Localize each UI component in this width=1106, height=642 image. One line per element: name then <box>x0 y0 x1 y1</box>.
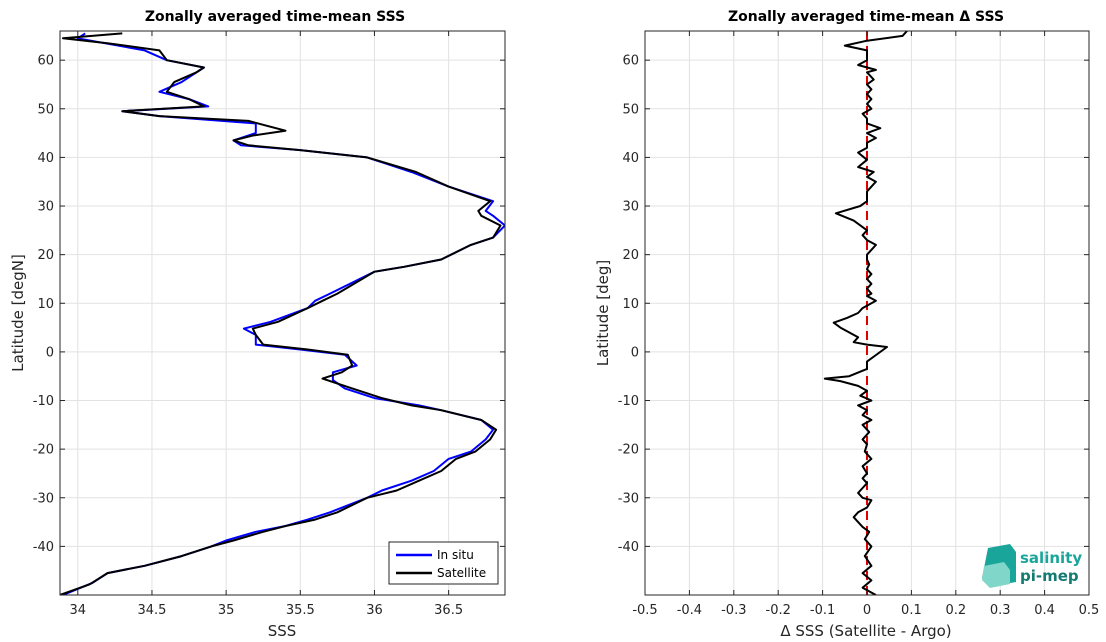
axes-frame <box>59 30 506 596</box>
series-line-satellite <box>60 32 502 595</box>
legend-satellite-label: Satellite <box>437 566 486 580</box>
y-tick-label: 20 <box>622 248 639 263</box>
x-tick-label: 0.3 <box>990 603 1011 618</box>
x-tick-label: 34.5 <box>137 603 166 618</box>
right-x-axis-label: Δ SSS (Satellite - Argo) <box>780 622 951 640</box>
plot-area-1: -0.5 -0.4 -0.3 -0.2 -0.1 0 0.1 0.2 0.3 0.4 0.5 -40 -… <box>618 30 1100 618</box>
y-tick-label: -40 <box>618 540 639 555</box>
y-tick-label: 0 <box>631 345 639 360</box>
y-tick-label: 20 <box>37 248 54 263</box>
x-tick-label: -0.2 <box>766 603 791 618</box>
y-tick-label: -20 <box>33 443 54 458</box>
y-tick-label: -10 <box>33 394 54 409</box>
y-tick-label: -10 <box>618 394 639 409</box>
x-tick-label: 0.5 <box>1079 603 1100 618</box>
x-tick-label: -0.3 <box>721 603 746 618</box>
x-tick-label: 0.2 <box>945 603 966 618</box>
y-tick-label: 60 <box>622 54 639 69</box>
salinity-pi-mep-logo: salinity pi-mep <box>982 544 1082 588</box>
x-tick-label: 35 <box>218 603 235 618</box>
y-tick-label: 50 <box>37 102 54 117</box>
x-tick-label: -0.1 <box>810 603 835 618</box>
x-tick-label: 0 <box>863 603 871 618</box>
y-tick-label: -20 <box>618 443 639 458</box>
y-tick-label: 10 <box>37 297 54 312</box>
right-chart-title: Zonally averaged time-mean Δ SSS <box>728 9 1004 25</box>
legend-box <box>388 541 499 585</box>
y-tick-label: -40 <box>33 540 54 555</box>
logo-icon-layer <box>982 562 1010 588</box>
x-tick-label: -0.4 <box>677 603 702 618</box>
x-tick-label: 0.4 <box>1034 603 1055 618</box>
left-y-axis-label: Latitude [degN] <box>9 254 27 372</box>
x-tick-label: 0.1 <box>901 603 922 618</box>
left-x-axis-label: SSS <box>268 622 297 640</box>
y-tick-label: 40 <box>37 151 54 166</box>
x-tick-label: -0.5 <box>632 603 657 618</box>
y-tick-label: 40 <box>622 151 639 166</box>
y-tick-label: -30 <box>33 491 54 506</box>
left-chart-title: Zonally averaged time-mean SSS <box>145 9 405 25</box>
y-tick-label: 60 <box>37 54 54 69</box>
series-line-in-situ <box>62 32 505 595</box>
y-tick-label: 30 <box>37 200 54 215</box>
y-tick-label: 0 <box>46 345 54 360</box>
y-tick-label: 30 <box>622 200 639 215</box>
x-tick-label: 35.5 <box>286 603 315 618</box>
plot-area-0: 34 34.5 35 35.5 36 36.5 -40 -30 -20 -10 0 10 20 30 40 5… <box>33 30 506 618</box>
logo-text-salinity: salinity <box>1020 549 1082 567</box>
left-chart-panel: 34 34.5 35 35.5 36 36.5 -40 -30 -20 -10 0 10 20 30 40 5… <box>9 9 506 640</box>
y-tick-label: 10 <box>622 297 639 312</box>
right-y-axis-label: Latitude [deg] <box>594 260 612 366</box>
y-tick-label: 50 <box>622 102 639 117</box>
x-tick-label: 36 <box>366 603 383 618</box>
right-chart-panel: -0.5 -0.4 -0.3 -0.2 -0.1 0 0.1 0.2 0.3 0.4 0.5 -40 -… <box>594 9 1099 640</box>
x-tick-label: 36.5 <box>434 603 463 618</box>
y-tick-label: -30 <box>618 491 639 506</box>
series-line-delta-sss <box>823 31 908 595</box>
x-tick-label: 34 <box>70 603 87 618</box>
legend-in-situ-label: In situ <box>437 548 474 562</box>
legend: In situ Satellite <box>388 541 499 585</box>
logo-text-pi-mep: pi-mep <box>1020 567 1079 585</box>
